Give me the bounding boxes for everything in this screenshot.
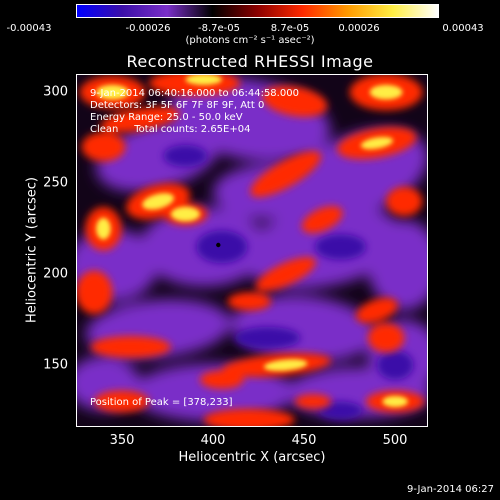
negative-minimum: [196, 230, 248, 264]
x-tick-label: 350: [109, 433, 135, 448]
colorbar-tick-label: 8.7e-05: [270, 23, 310, 34]
positive-region: [90, 336, 171, 358]
positive-region: [203, 408, 295, 427]
colorbar-tick-label: -0.00026: [125, 23, 171, 34]
chart-title: Reconstructed RHESSI Image: [126, 52, 374, 71]
y-tick-label: 300: [43, 84, 68, 100]
colorbar: [76, 4, 439, 18]
positive-region: [200, 370, 244, 389]
emission-peak: [382, 396, 409, 407]
positive-region: [227, 292, 272, 311]
emission-peak: [360, 136, 394, 150]
annotation-energy-range: Energy Range: 25.0 - 50.0 keV: [90, 112, 243, 123]
annotation-detectors: Detectors: 3F 5F 6F 7F 8F 9F, Att 0: [90, 100, 265, 111]
positive-region: [301, 206, 343, 234]
positive-region: [294, 394, 332, 409]
positive-region: [262, 85, 328, 117]
positive-region: [94, 390, 149, 413]
x-tick-label: 500: [382, 433, 408, 448]
annotation-clean: Clean Total counts: 2.65E+04: [90, 124, 251, 135]
positive-region: [100, 106, 180, 133]
negative-minimum: [315, 234, 366, 260]
emission-peak: [263, 359, 308, 371]
x-tick-label: 450: [291, 433, 317, 448]
emission-peak: [142, 193, 175, 210]
annotation-time-range: 9-Jan-2014 06:40:16.000 to 06:44:58.000: [90, 88, 299, 99]
heatmap: [76, 74, 428, 427]
emission-peak: [185, 74, 222, 85]
negative-minimum: [377, 350, 414, 380]
positive-region: [386, 186, 423, 216]
positive-region: [355, 297, 398, 324]
y-tick-label: 200: [43, 266, 68, 282]
y-tick-label: 150: [43, 357, 68, 373]
y-tick-label: 250: [43, 175, 68, 191]
colorbar-tick-label: -8.7e-05: [198, 23, 240, 34]
emission-peak: [96, 84, 129, 100]
positive-region: [81, 132, 126, 162]
annotation-peak: Position of Peak = [378,233]: [90, 397, 233, 408]
colorbar-tick-label: -0.00043: [6, 23, 52, 34]
x-axis-label: Heliocentric X (arcsec): [178, 450, 326, 465]
peak-marker: [216, 242, 221, 248]
positive-region: [255, 257, 316, 292]
positive-region: [250, 151, 322, 197]
negative-region: [130, 363, 295, 422]
colorbar-tick-label: 0.00043: [442, 23, 484, 34]
colorbar-tick-label: 0.00026: [338, 23, 380, 34]
x-tick-label: 400: [200, 433, 226, 448]
positive-region: [76, 270, 113, 315]
emission-peak: [96, 217, 111, 240]
negative-minimum: [234, 326, 301, 349]
emission-peak: [170, 206, 200, 222]
positive-region: [367, 323, 405, 353]
y-axis-label: Heliocentric Y (arcsec): [24, 177, 40, 323]
emission-peak: [369, 84, 403, 100]
negative-minimum: [318, 401, 363, 420]
negative-region: [367, 219, 428, 311]
negative-minimum: [163, 145, 208, 167]
timestamp: 9-Jan-2014 06:27: [407, 484, 494, 495]
colorbar-units: (photons cm⁻² s⁻¹ asec⁻²): [185, 35, 315, 46]
image-plot: [76, 74, 428, 427]
